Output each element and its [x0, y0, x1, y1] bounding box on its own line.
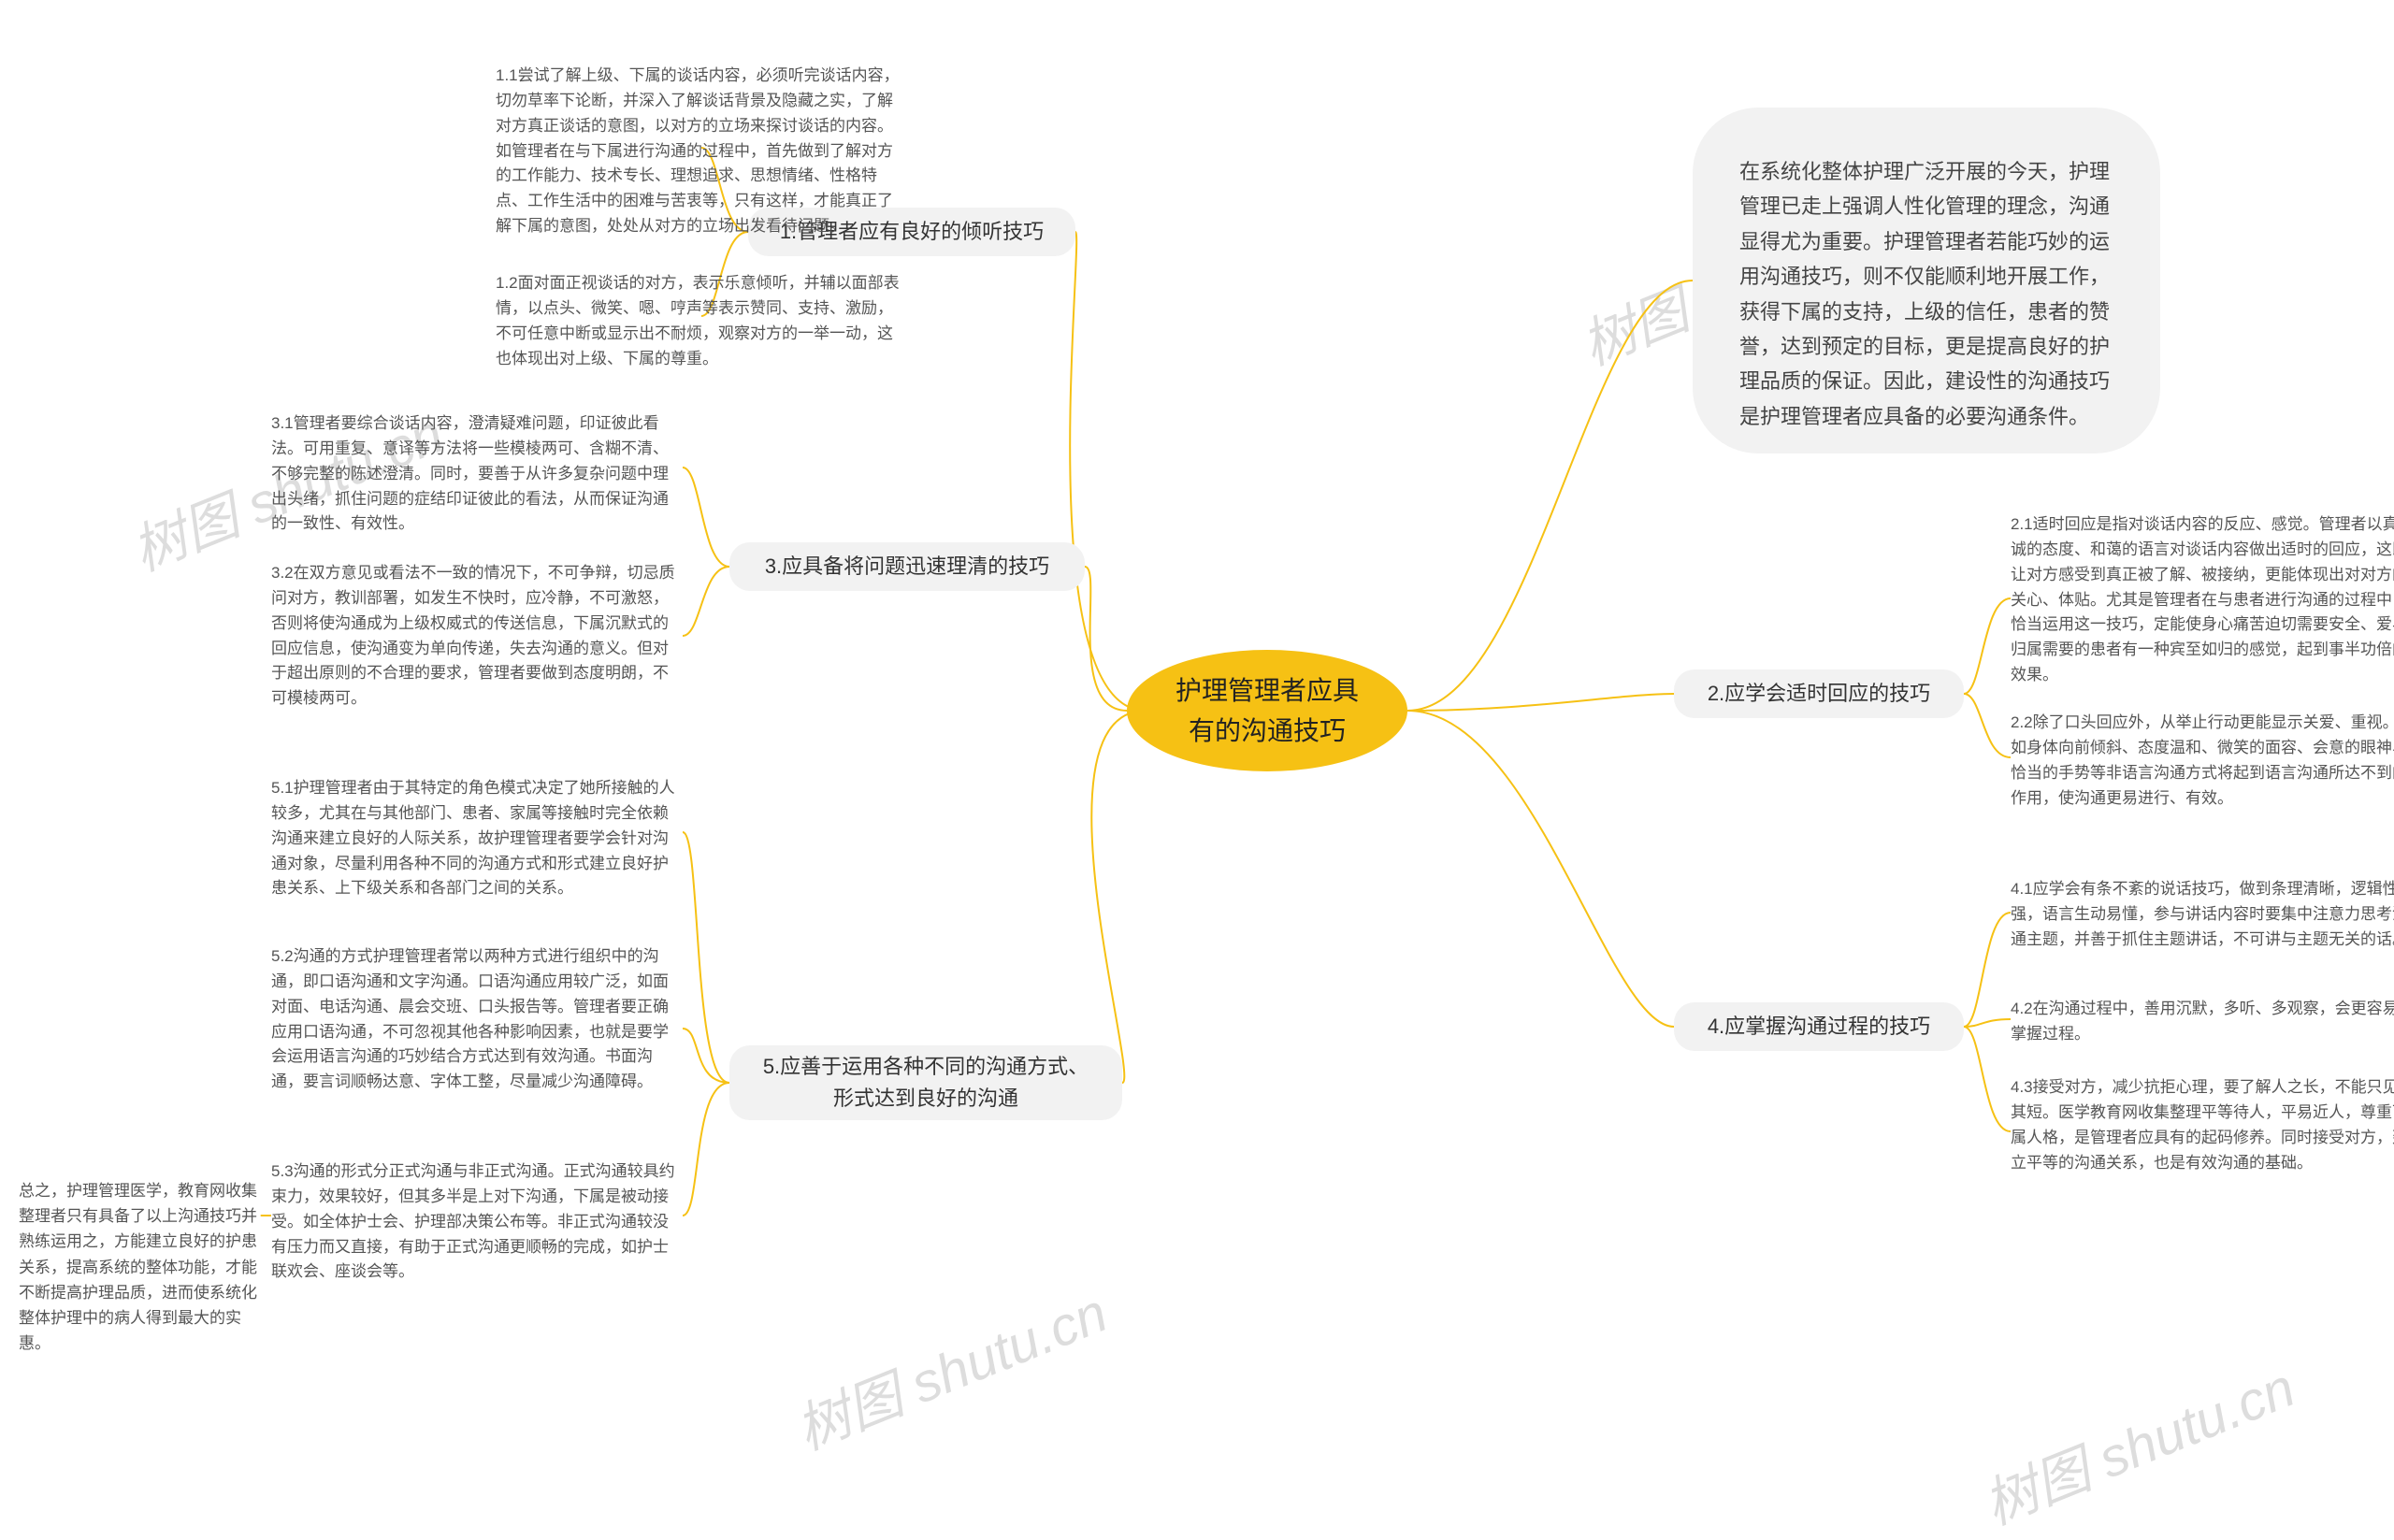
leaf-5-1: 5.1护理管理者由于其特定的角色模式决定了她所接触的人较多，尤其在与其他部门、患… [271, 776, 683, 901]
leaf-2-1: 2.1适时回应是指对谈话内容的反应、感觉。管理者以真诚的态度、和蔼的语言对谈话内… [2011, 512, 2394, 688]
summary-text: 总之，护理管理医学，教育网收集整理者只有具备了以上沟通技巧并熟练运用之，方能建立… [19, 1178, 262, 1356]
leaf-3-2: 3.2在双方意见或看法不一致的情况下，不可争辩，切忌质问对方，教训部署，如发生不… [271, 561, 683, 712]
leaf-5-3: 5.3沟通的形式分正式沟通与非正式沟通。正式沟通较具约束力，效果较好，但其多半是… [271, 1159, 683, 1285]
topic-5: 5.应善于运用各种不同的沟通方式、形式达到良好的沟通 [729, 1045, 1122, 1120]
leaf-1-1: 1.1尝试了解上级、下属的谈话内容，必须听完谈话内容，切勿草率下论断，并深入了解… [496, 64, 907, 239]
leaf-1-2: 1.2面对面正视谈话的对方，表示乐意倾听，并辅以面部表情，以点头、微笑、嗯、哼声… [496, 271, 907, 371]
leaf-4-2: 4.2在沟通过程中，善用沉默，多听、多观察，会更容易掌握过程。 [2011, 997, 2394, 1047]
leaf-5-2: 5.2沟通的方式护理管理者常以两种方式进行组织中的沟通，即口语沟通和文字沟通。口… [271, 944, 683, 1095]
topic-3: 3.应具备将问题迅速理清的技巧 [729, 542, 1085, 591]
topic-2: 2.应学会适时回应的技巧 [1674, 669, 1964, 718]
center-node: 护理管理者应具有的沟通技巧 [1127, 650, 1407, 771]
topic-4: 4.应掌握沟通过程的技巧 [1674, 1002, 1964, 1051]
leaf-3-1: 3.1管理者要综合谈话内容，澄清疑难问题，印证彼此看法。可用重复、意译等方法将一… [271, 411, 683, 537]
leaf-2-2: 2.2除了口头回应外，从举止行动更能显示关爱、重视。如身体向前倾斜、态度温和、微… [2011, 711, 2394, 811]
leaf-4-1: 4.1应学会有条不紊的说话技巧，做到条理清晰，逻辑性强，语言生动易懂，参与讲话内… [2011, 877, 2394, 953]
leaf-4-3: 4.3接受对方，减少抗拒心理，要了解人之长，不能只见其短。医学教育网收集整理平等… [2011, 1075, 2394, 1175]
intro-bubble: 在系统化整体护理广泛开展的今天，护理管理已走上强调人性化管理的理念，沟通显得尤为… [1693, 108, 2160, 453]
